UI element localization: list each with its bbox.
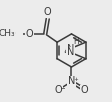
Text: O: O [54, 85, 62, 95]
Text: O: O [26, 29, 33, 39]
Text: H: H [73, 37, 79, 46]
Text: O: O [7, 29, 15, 39]
Text: N: N [68, 76, 75, 86]
Text: +: + [74, 77, 78, 82]
Text: −: − [60, 86, 65, 91]
Text: CH₃: CH₃ [0, 29, 15, 38]
Text: N: N [67, 44, 74, 54]
Text: O: O [44, 7, 52, 17]
Text: N: N [67, 47, 74, 57]
Text: O: O [81, 85, 88, 95]
